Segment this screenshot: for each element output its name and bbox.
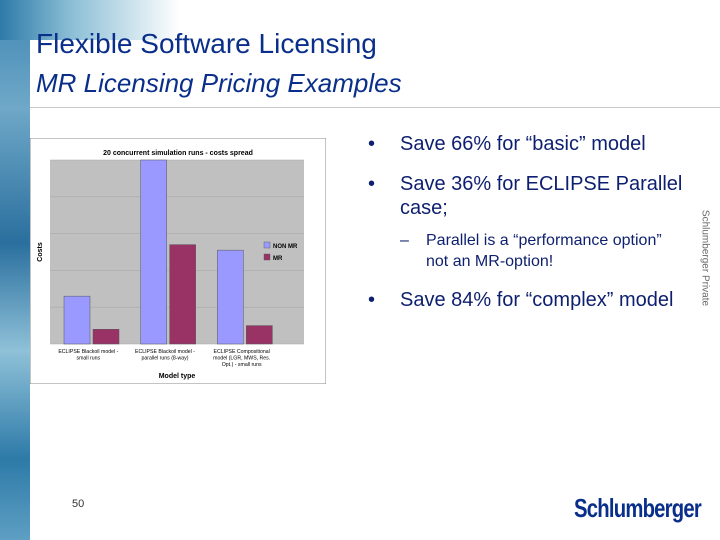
category-tick-label: ECLIPSE Blackoil model -parallel runs (8…: [135, 349, 195, 362]
bullet-text: Save 66% for “basic” model: [400, 133, 646, 155]
side-label: Schlumberger Private: [699, 209, 711, 307]
bullet-item: • Save 36% for ECLIPSE Parallel case;: [368, 172, 688, 220]
schlumberger-logo: Schlumberger: [574, 493, 702, 523]
category-labels: ECLIPSE Blackoil model -small runs ECLIPS…: [58, 349, 270, 368]
legend-label: NON MR: [273, 244, 298, 250]
bar-mr: [169, 244, 196, 345]
bars-group: [63, 159, 273, 345]
bar-mr: [246, 325, 273, 345]
left-decorative-strip: [0, 0, 30, 540]
legend-swatch: [263, 241, 271, 249]
category-tick-label: ECLIPSE Compositional model (LGR, MWS, Re…: [213, 349, 270, 368]
chart-container: 20 concurrent simulation runs - costs sp…: [29, 137, 327, 385]
slide-subtitle: MR Licensing Pricing Examples: [36, 68, 402, 98]
chart-legend: NON MR MR: [263, 241, 298, 262]
bar-non-mr: [217, 249, 244, 345]
slide-title: Flexible Software Licensing: [36, 28, 377, 59]
bullet-dot: •: [368, 173, 376, 195]
bar-non-mr: [140, 159, 167, 345]
title-divider: [30, 107, 720, 108]
bullet-text: Save 36% for ECLIPSE Parallel case;: [400, 173, 683, 219]
y-axis-label: Costs: [37, 242, 44, 262]
bullet-dot: •: [368, 289, 376, 311]
category-tick-label: ECLIPSE Blackoil model -small runs: [58, 349, 118, 362]
bar-chart: 20 concurrent simulation runs - costs sp…: [29, 137, 327, 385]
sub-bullet-text: Parallel is a “performance option” not a…: [426, 232, 662, 270]
legend-label: MR: [273, 256, 283, 262]
bullet-text: Save 84% for “complex” model: [400, 289, 674, 311]
bar-non-mr: [63, 295, 91, 345]
bar-mr: [92, 329, 120, 345]
chart-title: 20 concurrent simulation runs - costs sp…: [103, 150, 253, 157]
bullet-item: • Save 66% for “basic” model: [368, 132, 688, 156]
x-axis-label: Model type: [159, 373, 196, 380]
bullet-list: • Save 66% for “basic” model • Save 36% fo…: [368, 132, 688, 312]
page-number: 50: [72, 498, 85, 510]
top-decorative-band: [0, 0, 180, 40]
bullet-dot: •: [368, 133, 376, 155]
sub-bullet-item: – Parallel is a “performance option” not …: [368, 230, 688, 272]
legend-swatch: [263, 253, 271, 261]
bullet-item: • Save 84% for “complex” model: [368, 288, 688, 312]
sub-bullet-dash: –: [400, 232, 409, 249]
